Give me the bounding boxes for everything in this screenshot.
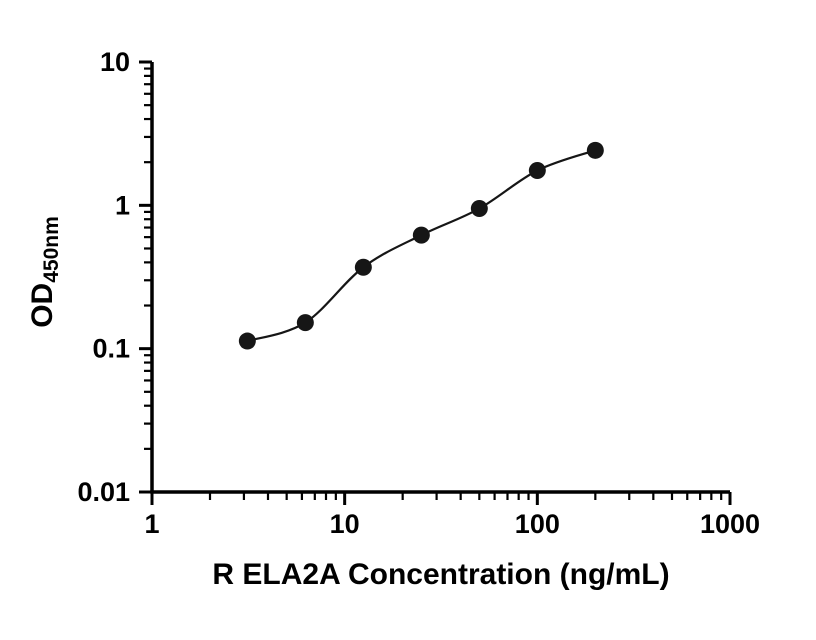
data-point [296,314,314,332]
y-axis-title-main: OD [26,282,60,328]
y-tick-label: 1 [115,190,130,220]
data-point [470,200,488,218]
fit-curve [247,149,596,343]
data-point [238,332,256,350]
x-axis-title: R ELA2A Concentration (ng/mL) [212,558,670,591]
y-tick-label: 10 [100,47,130,77]
data-point [412,226,430,244]
x-tick-label: 1000 [700,509,760,539]
x-tick-label: 100 [515,509,560,539]
x-tick-label: 10 [330,509,360,539]
y-axis-title: OD450nm [26,216,64,328]
data-point [528,161,546,179]
y-tick-label: 0.1 [92,334,130,364]
y-tick-label: 0.01 [77,477,130,507]
x-tick-label: 1 [144,509,159,539]
y-axis-title-subscript: 450nm [39,216,63,283]
data-point [354,258,372,276]
data-point [586,141,604,159]
